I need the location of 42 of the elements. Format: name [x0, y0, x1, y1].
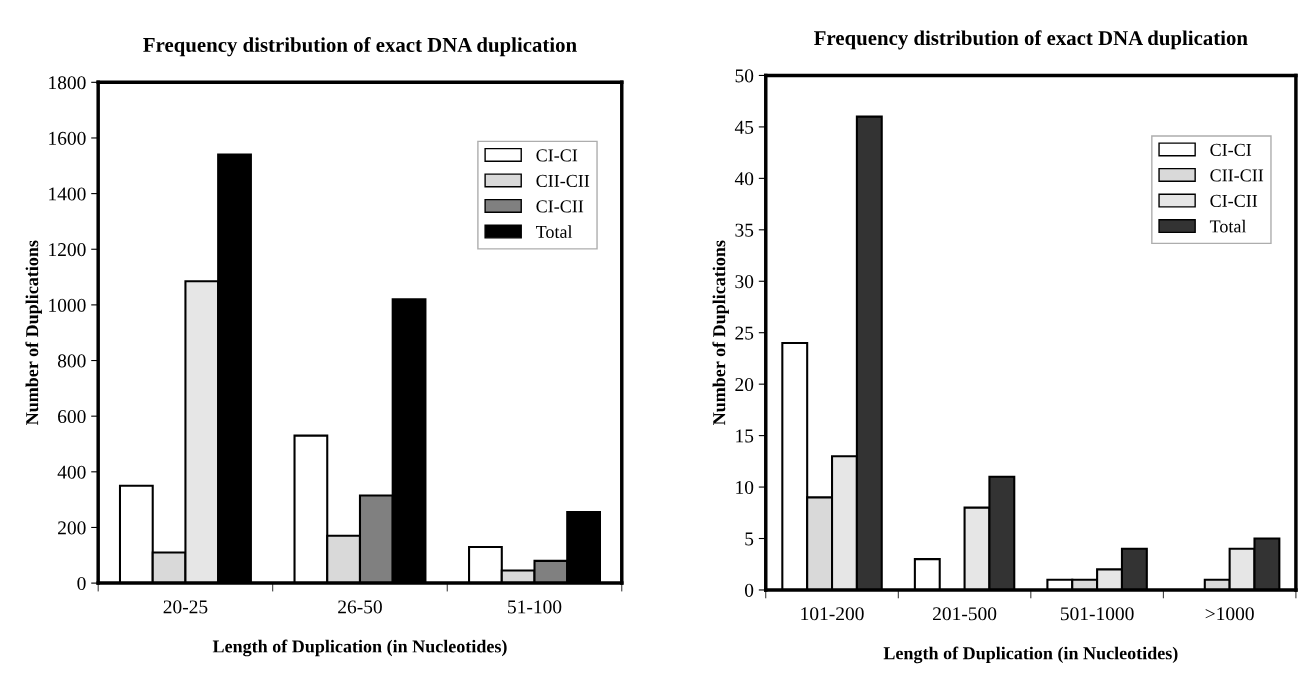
- chart-title: Frequency distribution of exact DNA duplication: [143, 37, 577, 57]
- x-tick-label: 20-25: [163, 600, 208, 614]
- x-tick-label: 26-50: [338, 600, 382, 614]
- y-tick-label: 35: [735, 223, 754, 237]
- legend-label: CI-CI: [1210, 143, 1252, 156]
- y-tick-label: 10: [736, 480, 754, 494]
- y-tick-label: 1200: [49, 243, 86, 257]
- x-tick-label: 201-500: [933, 607, 997, 621]
- y-tick-label: 45: [734, 120, 754, 134]
- x-tick-label: 101-200: [801, 607, 864, 621]
- y-tick-label: 15: [736, 429, 754, 443]
- x-tick-label: 501-1000: [1060, 607, 1134, 621]
- legend-label: CI-CII: [536, 200, 584, 213]
- legend-label: CII-CII: [1210, 169, 1264, 182]
- y-tick-label: 1000: [49, 298, 86, 312]
- legend-label: CII-CII: [536, 174, 590, 187]
- x-tick-label: 51-100: [508, 600, 562, 614]
- y-axis-title: Number of Duplications: [712, 240, 729, 425]
- y-tick-label: 30: [735, 275, 754, 289]
- y-tick-label: 5: [745, 532, 754, 546]
- y-tick-label: 0: [77, 576, 86, 591]
- y-tick-label: 20: [735, 377, 754, 392]
- chart-title: Frequency distribution of exact DNA duplication: [814, 30, 1248, 50]
- y-tick-label: 200: [58, 521, 86, 535]
- legend-label: Total: [1209, 219, 1247, 233]
- y-axis-title: Number of Duplications: [25, 240, 42, 425]
- y-tick-label: 0: [744, 583, 754, 597]
- legend-label: Total: [536, 225, 573, 238]
- y-tick-label: 50: [735, 69, 754, 83]
- y-tick-label: 1600: [49, 131, 86, 145]
- y-tick-label: 1400: [49, 187, 86, 201]
- y-tick-label: 40: [734, 172, 754, 186]
- y-tick-label: 600: [58, 409, 86, 424]
- legend-label: CI-CI: [536, 149, 578, 162]
- x-axis-title: Length of Duplication (in Nucleotides): [883, 646, 1178, 664]
- y-tick-label: 800: [57, 354, 86, 368]
- y-tick-label: 1800: [49, 76, 86, 90]
- y-tick-label: 400: [57, 465, 86, 479]
- legend-label: CI-CII: [1210, 194, 1258, 207]
- y-tick-label: 25: [735, 326, 754, 340]
- x-tick-label: >1000: [1205, 607, 1254, 621]
- x-axis-title: Length of Duplication (in Nucleotides): [212, 639, 507, 657]
